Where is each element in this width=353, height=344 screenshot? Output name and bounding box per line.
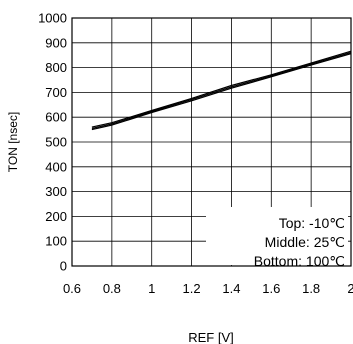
y-tick-label: 0 <box>60 259 67 274</box>
x-tick-label: 0.6 <box>63 281 81 296</box>
x-tick-label: 2 <box>347 281 353 296</box>
y-tick-label: 100 <box>45 234 67 249</box>
x-tick-label: 1.4 <box>222 281 240 296</box>
y-axis-label: TON [nsec] <box>6 112 20 172</box>
y-tick-label: 800 <box>45 60 67 75</box>
series-line <box>91 53 352 131</box>
y-tick-label: 600 <box>45 110 67 125</box>
legend-background <box>206 207 348 265</box>
y-tick-label: 300 <box>45 184 67 199</box>
grid-lines <box>71 17 352 267</box>
y-tick-label: 500 <box>45 135 67 150</box>
legend: Top: -10℃ Middle: 25℃ Bottom: 100℃ <box>254 215 345 269</box>
x-tick-label: 1.2 <box>183 281 201 296</box>
legend-entry: Middle: 25℃ <box>265 234 345 250</box>
y-tick-label: 700 <box>45 85 67 100</box>
x-tick-label: 1.6 <box>262 281 280 296</box>
y-tick-label: 200 <box>45 209 67 224</box>
y-tick-label: 1000 <box>38 11 67 26</box>
y-tick-labels: 0 100 200 300 400 500 600 700 800 900 1000 <box>38 11 67 274</box>
series-line <box>91 50 352 128</box>
x-axis-label: REF [V] <box>188 330 234 344</box>
x-tick-label: 0.8 <box>103 281 121 296</box>
y-tick-label: 900 <box>45 35 67 50</box>
plot-frame <box>71 17 352 267</box>
series-lines <box>91 50 352 131</box>
x-tick-labels: 0.6 0.8 1 1.2 1.4 1.6 1.8 2 <box>63 281 353 296</box>
x-tick-label: 1 <box>148 281 155 296</box>
x-tick-label: 1.8 <box>302 281 320 296</box>
legend-entry: Bottom: 100℃ <box>254 253 345 269</box>
y-tick-label: 400 <box>45 159 67 174</box>
legend-entry: Top: -10℃ <box>279 215 345 231</box>
series-line <box>91 51 352 129</box>
